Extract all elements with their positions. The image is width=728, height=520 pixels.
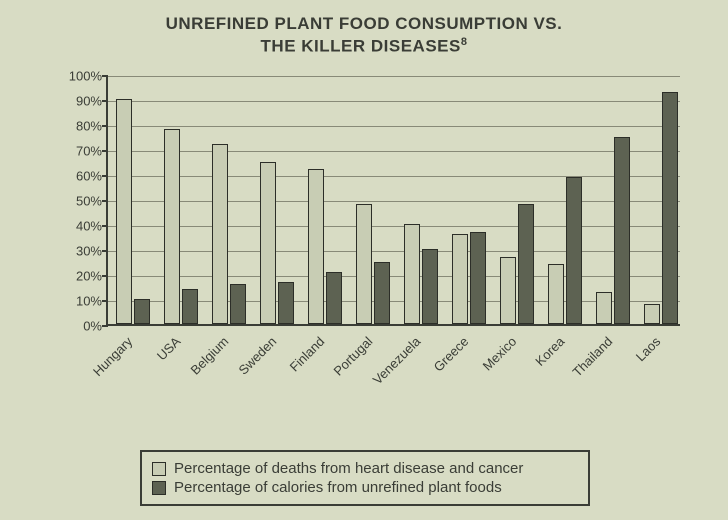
x-tick-label: Korea — [532, 334, 567, 369]
bar-plants — [614, 137, 630, 325]
bar-plants — [518, 204, 534, 324]
legend-item-plants: Percentage of calories from unrefined pl… — [152, 479, 578, 496]
title-line-2: THE KILLER DISEASES8 — [0, 36, 728, 57]
bar-plants — [422, 249, 438, 324]
x-tick-label: Thailand — [569, 334, 615, 380]
x-tick-label: Portugal — [331, 334, 376, 379]
bar-plants — [230, 284, 246, 324]
legend-swatch-plants — [152, 481, 166, 495]
y-tick-label: 80% — [48, 119, 102, 134]
y-tick-label: 40% — [48, 219, 102, 234]
bar-deaths — [308, 169, 324, 324]
bar-plants — [182, 289, 198, 324]
title-line-1: UNREFINED PLANT FOOD CONSUMPTION VS. — [0, 14, 728, 34]
x-tick-label: Greece — [431, 334, 472, 375]
bar-plants — [278, 282, 294, 325]
bar-plants — [662, 92, 678, 325]
x-tick-label: Belgium — [188, 334, 232, 378]
x-tick-label: Mexico — [480, 334, 520, 374]
bar-deaths — [404, 224, 420, 324]
legend-item-deaths: Percentage of deaths from heart disease … — [152, 460, 578, 477]
y-tick-label: 30% — [48, 244, 102, 259]
chart-title: UNREFINED PLANT FOOD CONSUMPTION VS. THE… — [0, 0, 728, 57]
y-tick-label: 10% — [48, 294, 102, 309]
bar-deaths — [212, 144, 228, 324]
y-tick-label: 60% — [48, 169, 102, 184]
x-tick-label: Venezuela — [370, 334, 424, 388]
legend-label-plants: Percentage of calories from unrefined pl… — [174, 479, 502, 496]
y-tick-label: 70% — [48, 144, 102, 159]
bar-plants — [374, 262, 390, 325]
legend-swatch-deaths — [152, 462, 166, 476]
y-tick-label: 50% — [48, 194, 102, 209]
bar-deaths — [548, 264, 564, 324]
bar-plants — [470, 232, 486, 325]
chart-area: 0%10%20%30%40%50%60%70%80%90%100% Hungar… — [48, 76, 688, 396]
x-tick-label: Hungary — [90, 334, 135, 379]
bar-deaths — [596, 292, 612, 325]
y-tick-label: 100% — [48, 69, 102, 84]
bar-deaths — [260, 162, 276, 325]
y-tick-label: 90% — [48, 94, 102, 109]
legend-label-deaths: Percentage of deaths from heart disease … — [174, 460, 523, 477]
legend: Percentage of deaths from heart disease … — [140, 450, 590, 506]
x-tick-label: USA — [154, 334, 184, 364]
bar-deaths — [500, 257, 516, 325]
y-tick-label: 0% — [48, 319, 102, 334]
y-tick-label: 20% — [48, 269, 102, 284]
bar-deaths — [116, 99, 132, 324]
plot-area — [106, 76, 680, 326]
x-tick-label: Sweden — [236, 334, 280, 378]
bar-plants — [326, 272, 342, 325]
bar-deaths — [356, 204, 372, 324]
bars-container — [108, 76, 680, 324]
bar-deaths — [452, 234, 468, 324]
x-tick-label: Laos — [633, 334, 664, 365]
title-footnote: 8 — [461, 36, 468, 48]
bar-deaths — [644, 304, 660, 324]
x-tick-label: Finland — [287, 334, 328, 375]
bar-deaths — [164, 129, 180, 324]
bar-plants — [134, 299, 150, 324]
bar-plants — [566, 177, 582, 325]
